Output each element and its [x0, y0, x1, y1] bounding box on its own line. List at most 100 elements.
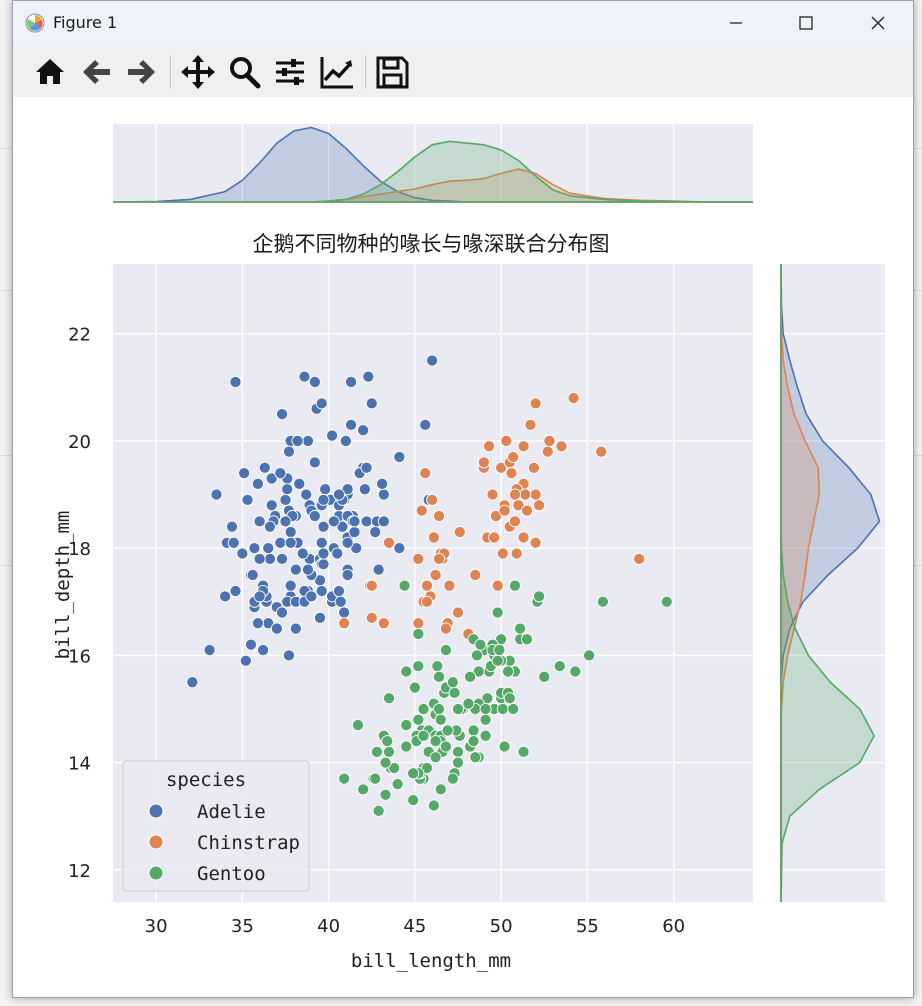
data-point-chinstrap [533, 499, 546, 512]
data-point-adelie [331, 547, 344, 560]
pan-icon[interactable] [179, 53, 217, 91]
title-bar[interactable]: Figure 1 [13, 1, 913, 45]
data-point-chinstrap [529, 536, 542, 549]
data-point-adelie [296, 547, 309, 560]
marginal-top-axes [112, 124, 753, 203]
data-point-chinstrap [477, 456, 490, 469]
save-icon[interactable] [373, 53, 411, 91]
data-point-gentoo [357, 783, 370, 796]
data-point-chinstrap [495, 461, 508, 474]
data-point-adelie [279, 515, 292, 528]
data-point-gentoo [553, 660, 566, 673]
data-point-gentoo [446, 676, 459, 689]
data-point-gentoo [372, 804, 385, 817]
data-point-adelie [348, 526, 361, 539]
data-point-adelie [345, 375, 358, 388]
data-point-gentoo [412, 627, 425, 640]
data-point-adelie [334, 595, 347, 608]
data-point-gentoo [439, 643, 452, 657]
zoom-icon[interactable] [225, 53, 263, 91]
edit-axis-icon[interactable] [318, 53, 356, 91]
data-point-chinstrap [419, 467, 432, 480]
data-point-adelie [291, 434, 304, 447]
data-point-chinstrap [517, 531, 530, 544]
x-tick-label: 50 [490, 916, 513, 937]
data-point-gentoo [431, 660, 444, 673]
data-point-adelie [251, 477, 264, 490]
data-point-chinstrap [365, 611, 378, 624]
data-point-gentoo [501, 665, 515, 678]
data-point-adelie [282, 649, 296, 662]
configure-subplots-icon[interactable] [271, 53, 309, 91]
data-point-adelie [369, 526, 382, 539]
close-icon[interactable] [855, 7, 901, 39]
data-point-gentoo [400, 740, 413, 753]
x-tick-label: 35 [231, 916, 254, 937]
data-point-adelie [293, 477, 306, 490]
data-point-chinstrap [412, 617, 425, 630]
data-point-adelie [345, 418, 358, 431]
data-point-gentoo [408, 681, 421, 694]
back-icon[interactable] [77, 53, 115, 91]
x-axis-label: bill_length_mm [351, 950, 511, 972]
data-point-adelie [279, 493, 292, 506]
data-point-gentoo [412, 660, 425, 673]
y-tick-label: 18 [68, 539, 91, 560]
data-point-gentoo [462, 697, 475, 710]
data-point-chinstrap [432, 552, 446, 565]
data-point-gentoo [479, 702, 492, 716]
data-point-gentoo [491, 654, 504, 667]
data-point-gentoo [498, 740, 511, 753]
data-point-gentoo [398, 579, 411, 592]
data-point-gentoo [467, 735, 480, 748]
data-point-adelie [263, 552, 277, 565]
data-point-gentoo [583, 649, 596, 662]
data-point-adelie [362, 370, 375, 383]
data-point-chinstrap [420, 595, 434, 608]
data-point-adelie [276, 552, 289, 565]
data-point-adelie [238, 467, 251, 480]
data-point-chinstrap [443, 579, 456, 592]
data-point-chinstrap [519, 488, 532, 501]
data-point-adelie [393, 542, 406, 555]
data-point-adelie [377, 515, 390, 528]
data-point-gentoo [370, 745, 383, 758]
data-point-chinstrap [439, 622, 452, 635]
data-point-adelie [377, 488, 390, 501]
data-point-adelie [229, 584, 242, 598]
data-point-chinstrap [524, 418, 537, 431]
minimize-icon[interactable] [713, 7, 759, 39]
data-point-gentoo [432, 670, 446, 683]
data-point-gentoo [441, 724, 454, 737]
data-point-chinstrap [595, 445, 608, 458]
maximize-icon[interactable] [783, 7, 829, 39]
marginal-right-axes [780, 263, 885, 903]
data-point-gentoo [351, 719, 365, 732]
data-point-gentoo [533, 590, 546, 603]
data-point-adelie [246, 568, 259, 582]
data-point-adelie [315, 584, 328, 598]
data-point-adelie [317, 493, 330, 506]
y-axis-label: bill_depth_mm [52, 511, 74, 660]
data-point-adelie [357, 424, 370, 437]
x-tick-label: 40 [317, 916, 340, 937]
data-point-adelie [270, 622, 283, 635]
data-point-chinstrap [432, 509, 446, 523]
data-point-chinstrap [496, 547, 509, 560]
x-tick-label: 55 [576, 916, 599, 937]
data-point-gentoo [569, 665, 582, 678]
forward-icon[interactable] [123, 53, 161, 91]
series-gentoo [338, 579, 673, 817]
data-point-adelie [276, 606, 289, 619]
data-point-chinstrap [555, 440, 568, 453]
data-point-chinstrap [453, 526, 466, 539]
home-icon[interactable] [31, 53, 69, 91]
data-point-chinstrap [365, 579, 378, 592]
data-point-adelie [332, 488, 346, 501]
data-point-gentoo [388, 761, 401, 775]
legend-label-adelie: Adelie [197, 801, 266, 823]
data-point-chinstrap [517, 440, 530, 453]
data-point-gentoo [596, 595, 609, 608]
data-point-adelie [305, 590, 318, 603]
data-point-chinstrap [426, 493, 439, 506]
